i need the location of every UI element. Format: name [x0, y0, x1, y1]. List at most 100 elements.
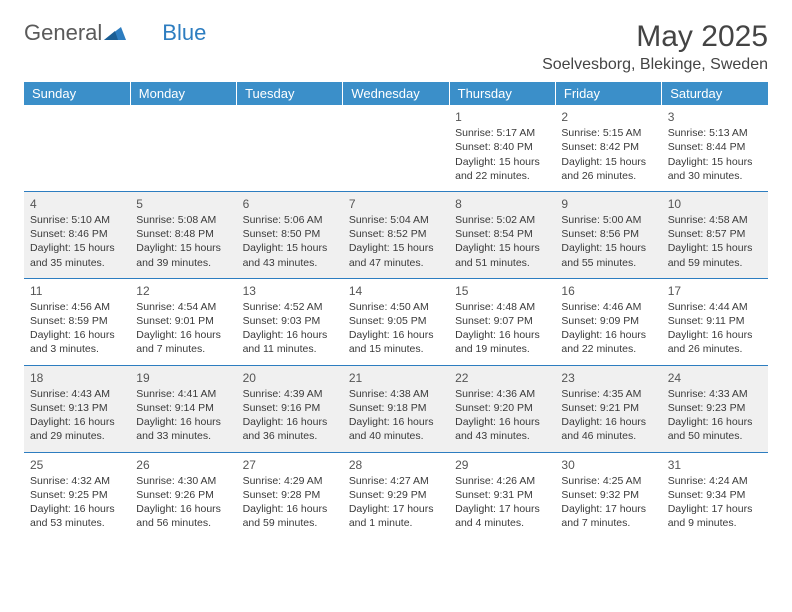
calendar-cell: 28Sunrise: 4:27 AMSunset: 9:29 PMDayligh… [343, 452, 449, 538]
day-details: Sunrise: 4:36 AMSunset: 9:20 PMDaylight:… [455, 387, 549, 444]
day-details: Sunrise: 4:24 AMSunset: 9:34 PMDaylight:… [668, 474, 762, 531]
calendar-cell: 4Sunrise: 5:10 AMSunset: 8:46 PMDaylight… [24, 191, 130, 278]
calendar-cell: 6Sunrise: 5:06 AMSunset: 8:50 PMDaylight… [237, 191, 343, 278]
calendar-cell: 20Sunrise: 4:39 AMSunset: 9:16 PMDayligh… [237, 365, 343, 452]
calendar-cell: 27Sunrise: 4:29 AMSunset: 9:28 PMDayligh… [237, 452, 343, 538]
calendar-cell: 17Sunrise: 4:44 AMSunset: 9:11 PMDayligh… [662, 278, 768, 365]
day-number: 6 [243, 196, 337, 212]
calendar-cell: 24Sunrise: 4:33 AMSunset: 9:23 PMDayligh… [662, 365, 768, 452]
calendar-body: 1Sunrise: 5:17 AMSunset: 8:40 PMDaylight… [24, 105, 768, 538]
day-number: 18 [30, 370, 124, 386]
calendar-cell-blank [343, 105, 449, 191]
title-block: May 2025 Soelvesborg, Blekinge, Sweden [542, 20, 768, 74]
logo-text-blue: Blue [162, 20, 206, 46]
weekday-header: Friday [555, 82, 661, 105]
logo-triangle-icon [104, 20, 126, 46]
day-details: Sunrise: 4:56 AMSunset: 8:59 PMDaylight:… [30, 300, 124, 357]
day-number: 7 [349, 196, 443, 212]
day-number: 5 [136, 196, 230, 212]
month-title: May 2025 [542, 20, 768, 54]
location: Soelvesborg, Blekinge, Sweden [542, 56, 768, 74]
calendar-cell-blank [24, 105, 130, 191]
weekday-header: Sunday [24, 82, 130, 105]
day-details: Sunrise: 5:17 AMSunset: 8:40 PMDaylight:… [455, 126, 549, 183]
day-details: Sunrise: 4:46 AMSunset: 9:09 PMDaylight:… [561, 300, 655, 357]
calendar-cell: 23Sunrise: 4:35 AMSunset: 9:21 PMDayligh… [555, 365, 661, 452]
day-number: 26 [136, 457, 230, 473]
day-details: Sunrise: 5:00 AMSunset: 8:56 PMDaylight:… [561, 213, 655, 270]
day-number: 2 [561, 109, 655, 125]
weekday-header: Wednesday [343, 82, 449, 105]
calendar-cell-blank [130, 105, 236, 191]
calendar-cell: 14Sunrise: 4:50 AMSunset: 9:05 PMDayligh… [343, 278, 449, 365]
weekday-header: Saturday [662, 82, 768, 105]
calendar-cell: 19Sunrise: 4:41 AMSunset: 9:14 PMDayligh… [130, 365, 236, 452]
day-number: 19 [136, 370, 230, 386]
day-number: 16 [561, 283, 655, 299]
calendar-cell: 7Sunrise: 5:04 AMSunset: 8:52 PMDaylight… [343, 191, 449, 278]
calendar-row: 1Sunrise: 5:17 AMSunset: 8:40 PMDaylight… [24, 105, 768, 191]
day-number: 28 [349, 457, 443, 473]
calendar-cell: 12Sunrise: 4:54 AMSunset: 9:01 PMDayligh… [130, 278, 236, 365]
logo: General Blue [24, 20, 206, 46]
day-number: 17 [668, 283, 762, 299]
day-details: Sunrise: 5:08 AMSunset: 8:48 PMDaylight:… [136, 213, 230, 270]
day-number: 1 [455, 109, 549, 125]
day-details: Sunrise: 4:43 AMSunset: 9:13 PMDaylight:… [30, 387, 124, 444]
day-details: Sunrise: 4:44 AMSunset: 9:11 PMDaylight:… [668, 300, 762, 357]
calendar-cell: 18Sunrise: 4:43 AMSunset: 9:13 PMDayligh… [24, 365, 130, 452]
day-number: 22 [455, 370, 549, 386]
calendar-cell: 8Sunrise: 5:02 AMSunset: 8:54 PMDaylight… [449, 191, 555, 278]
calendar-cell: 30Sunrise: 4:25 AMSunset: 9:32 PMDayligh… [555, 452, 661, 538]
day-number: 15 [455, 283, 549, 299]
calendar-row: 25Sunrise: 4:32 AMSunset: 9:25 PMDayligh… [24, 452, 768, 538]
weekday-header: Thursday [449, 82, 555, 105]
day-number: 30 [561, 457, 655, 473]
calendar-table: SundayMondayTuesdayWednesdayThursdayFrid… [24, 82, 768, 538]
day-number: 12 [136, 283, 230, 299]
day-details: Sunrise: 5:04 AMSunset: 8:52 PMDaylight:… [349, 213, 443, 270]
day-details: Sunrise: 4:32 AMSunset: 9:25 PMDaylight:… [30, 474, 124, 531]
calendar-cell: 26Sunrise: 4:30 AMSunset: 9:26 PMDayligh… [130, 452, 236, 538]
day-number: 3 [668, 109, 762, 125]
day-number: 20 [243, 370, 337, 386]
calendar-cell: 21Sunrise: 4:38 AMSunset: 9:18 PMDayligh… [343, 365, 449, 452]
calendar-cell: 2Sunrise: 5:15 AMSunset: 8:42 PMDaylight… [555, 105, 661, 191]
calendar-cell: 22Sunrise: 4:36 AMSunset: 9:20 PMDayligh… [449, 365, 555, 452]
day-number: 13 [243, 283, 337, 299]
calendar-cell: 1Sunrise: 5:17 AMSunset: 8:40 PMDaylight… [449, 105, 555, 191]
day-number: 21 [349, 370, 443, 386]
day-details: Sunrise: 4:33 AMSunset: 9:23 PMDaylight:… [668, 387, 762, 444]
day-details: Sunrise: 4:26 AMSunset: 9:31 PMDaylight:… [455, 474, 549, 531]
day-details: Sunrise: 4:25 AMSunset: 9:32 PMDaylight:… [561, 474, 655, 531]
day-number: 11 [30, 283, 124, 299]
day-number: 25 [30, 457, 124, 473]
logo-text-general: General [24, 20, 102, 46]
calendar-cell: 16Sunrise: 4:46 AMSunset: 9:09 PMDayligh… [555, 278, 661, 365]
day-details: Sunrise: 4:50 AMSunset: 9:05 PMDaylight:… [349, 300, 443, 357]
calendar-cell: 5Sunrise: 5:08 AMSunset: 8:48 PMDaylight… [130, 191, 236, 278]
day-details: Sunrise: 4:48 AMSunset: 9:07 PMDaylight:… [455, 300, 549, 357]
day-details: Sunrise: 4:30 AMSunset: 9:26 PMDaylight:… [136, 474, 230, 531]
day-number: 23 [561, 370, 655, 386]
calendar-cell: 15Sunrise: 4:48 AMSunset: 9:07 PMDayligh… [449, 278, 555, 365]
day-number: 29 [455, 457, 549, 473]
calendar-head: SundayMondayTuesdayWednesdayThursdayFrid… [24, 82, 768, 105]
day-details: Sunrise: 4:27 AMSunset: 9:29 PMDaylight:… [349, 474, 443, 531]
calendar-cell: 13Sunrise: 4:52 AMSunset: 9:03 PMDayligh… [237, 278, 343, 365]
calendar-cell: 25Sunrise: 4:32 AMSunset: 9:25 PMDayligh… [24, 452, 130, 538]
calendar-cell-blank [237, 105, 343, 191]
calendar-cell: 10Sunrise: 4:58 AMSunset: 8:57 PMDayligh… [662, 191, 768, 278]
calendar-row: 18Sunrise: 4:43 AMSunset: 9:13 PMDayligh… [24, 365, 768, 452]
day-details: Sunrise: 4:39 AMSunset: 9:16 PMDaylight:… [243, 387, 337, 444]
weekday-header: Monday [130, 82, 236, 105]
day-details: Sunrise: 4:58 AMSunset: 8:57 PMDaylight:… [668, 213, 762, 270]
day-number: 27 [243, 457, 337, 473]
day-details: Sunrise: 4:35 AMSunset: 9:21 PMDaylight:… [561, 387, 655, 444]
day-number: 4 [30, 196, 124, 212]
calendar-row: 4Sunrise: 5:10 AMSunset: 8:46 PMDaylight… [24, 191, 768, 278]
day-details: Sunrise: 5:06 AMSunset: 8:50 PMDaylight:… [243, 213, 337, 270]
day-details: Sunrise: 4:52 AMSunset: 9:03 PMDaylight:… [243, 300, 337, 357]
day-details: Sunrise: 5:02 AMSunset: 8:54 PMDaylight:… [455, 213, 549, 270]
day-details: Sunrise: 5:15 AMSunset: 8:42 PMDaylight:… [561, 126, 655, 183]
